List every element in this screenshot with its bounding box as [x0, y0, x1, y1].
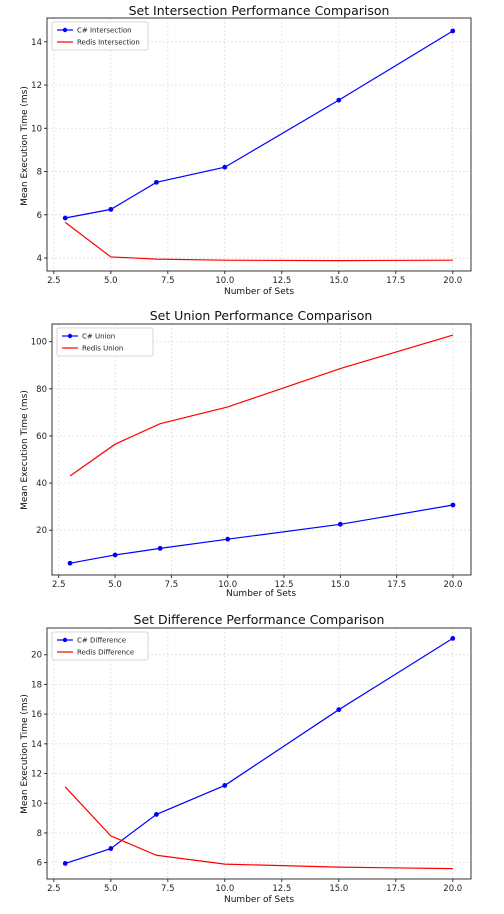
legend-box: [51, 21, 149, 51]
x-tick-label: 17.5: [386, 884, 405, 894]
csharp-data-point: [222, 783, 228, 788]
plot-frame: [46, 17, 472, 272]
csharp-legend-marker: [67, 333, 73, 339]
x-tick-label: 12.5: [272, 276, 291, 286]
csharp-data-point: [62, 215, 68, 221]
redis-series-line: [69, 334, 454, 477]
legend-box: [56, 327, 154, 357]
x-tick-label: 20.0: [444, 580, 463, 590]
y-tick-label: 12: [31, 770, 42, 780]
csharp-legend-label: C# Intersection: [77, 27, 132, 35]
legend-box: [51, 631, 149, 661]
csharp-data-point: [225, 536, 231, 542]
y-tick-label: 8: [37, 168, 42, 178]
y-axis-label: Mean Execution Time (ms): [20, 694, 30, 814]
csharp-data-point: [108, 206, 114, 212]
plot-frame: [51, 323, 472, 576]
csharp-series-line: [65, 30, 454, 219]
x-tick-label: 20.0: [443, 884, 462, 894]
y-tick-label: 20: [36, 526, 47, 536]
y-tick-label: 18: [31, 680, 42, 690]
csharp-data-point: [62, 861, 68, 866]
y-tick-label: 60: [36, 432, 47, 442]
x-tick-label: 15.0: [329, 276, 348, 286]
y-tick-label: 14: [31, 38, 42, 48]
chart-title: Set Difference Performance Comparison: [134, 612, 385, 627]
y-tick-label: 40: [36, 479, 47, 489]
csharp-data-point: [112, 552, 118, 558]
x-tick-label: 17.5: [386, 276, 405, 286]
csharp-legend-marker: [62, 637, 68, 643]
x-tick-label: 12.5: [275, 580, 294, 590]
y-tick-label: 4: [37, 254, 42, 264]
redis-series-line: [64, 786, 453, 870]
x-tick-label: 5.0: [104, 884, 118, 894]
x-tick-label: 20.0: [443, 276, 462, 286]
x-tick-label: 15.0: [329, 884, 348, 894]
chart-title: Set Union Performance Comparison: [150, 308, 373, 323]
x-tick-label: 2.5: [52, 580, 66, 590]
csharp-data-point: [450, 635, 456, 641]
csharp-data-point: [157, 545, 163, 551]
csharp-data-point: [336, 707, 342, 713]
x-axis-label: Number of Sets: [224, 287, 294, 297]
csharp-data-point: [154, 179, 159, 185]
csharp-legend-label: C# Union: [82, 333, 115, 341]
csharp-data-point: [154, 811, 159, 817]
csharp-data-point: [337, 521, 343, 527]
csharp-legend-label: C# Difference: [77, 637, 126, 645]
redis-legend-label: Redis Intersection: [77, 39, 140, 47]
csharp-data-point: [450, 502, 456, 508]
x-tick-label: 10.0: [218, 580, 237, 590]
x-tick-label: 2.5: [47, 276, 61, 286]
csharp-series-line: [65, 637, 454, 864]
y-axis-label: Mean Execution Time (ms): [20, 86, 30, 206]
csharp-data-point: [450, 28, 456, 34]
x-tick-label: 17.5: [387, 580, 406, 590]
y-tick-label: 6: [37, 859, 42, 869]
y-tick-label: 100: [31, 338, 47, 348]
x-tick-label: 7.5: [161, 276, 175, 286]
y-tick-label: 10: [31, 124, 42, 134]
y-tick-label: 16: [31, 710, 42, 720]
y-tick-label: 20: [31, 651, 42, 661]
x-tick-label: 15.0: [331, 580, 350, 590]
union-chart: Set Union Performance Comparison Number …: [20, 308, 472, 599]
csharp-legend-marker: [62, 27, 68, 33]
csharp-data-point: [222, 164, 228, 170]
y-tick-label: 80: [36, 385, 47, 395]
x-axis-label: Number of Sets: [224, 895, 294, 905]
redis-legend-label: Redis Union: [82, 345, 123, 353]
y-axis-label: Mean Execution Time (ms): [20, 390, 30, 510]
csharp-data-point: [67, 560, 73, 566]
x-tick-label: 7.5: [161, 884, 175, 894]
y-tick-label: 8: [37, 829, 42, 839]
intersection-chart: Set Intersection Performance Comparison …: [20, 3, 472, 297]
x-axis-label: Number of Sets: [226, 589, 296, 599]
x-tick-label: 10.0: [215, 884, 234, 894]
chart-title: Set Intersection Performance Comparison: [129, 3, 390, 18]
csharp-data-point: [336, 97, 342, 103]
y-tick-label: 10: [31, 799, 42, 809]
y-tick-label: 6: [37, 211, 42, 221]
difference-chart: Set Difference Performance Comparison Nu…: [20, 612, 472, 905]
x-tick-label: 10.0: [215, 276, 234, 286]
x-tick-label: 7.5: [165, 580, 179, 590]
plot-frame: [46, 627, 472, 880]
y-tick-label: 14: [31, 740, 42, 750]
csharp-series-line: [69, 504, 454, 564]
x-tick-label: 12.5: [272, 884, 291, 894]
redis-legend-label: Redis Difference: [77, 649, 134, 657]
x-tick-label: 5.0: [108, 580, 122, 590]
x-tick-label: 2.5: [47, 884, 61, 894]
x-tick-label: 5.0: [104, 276, 118, 286]
csharp-data-point: [108, 846, 114, 851]
y-tick-label: 12: [31, 81, 42, 91]
redis-series-line: [64, 221, 453, 262]
